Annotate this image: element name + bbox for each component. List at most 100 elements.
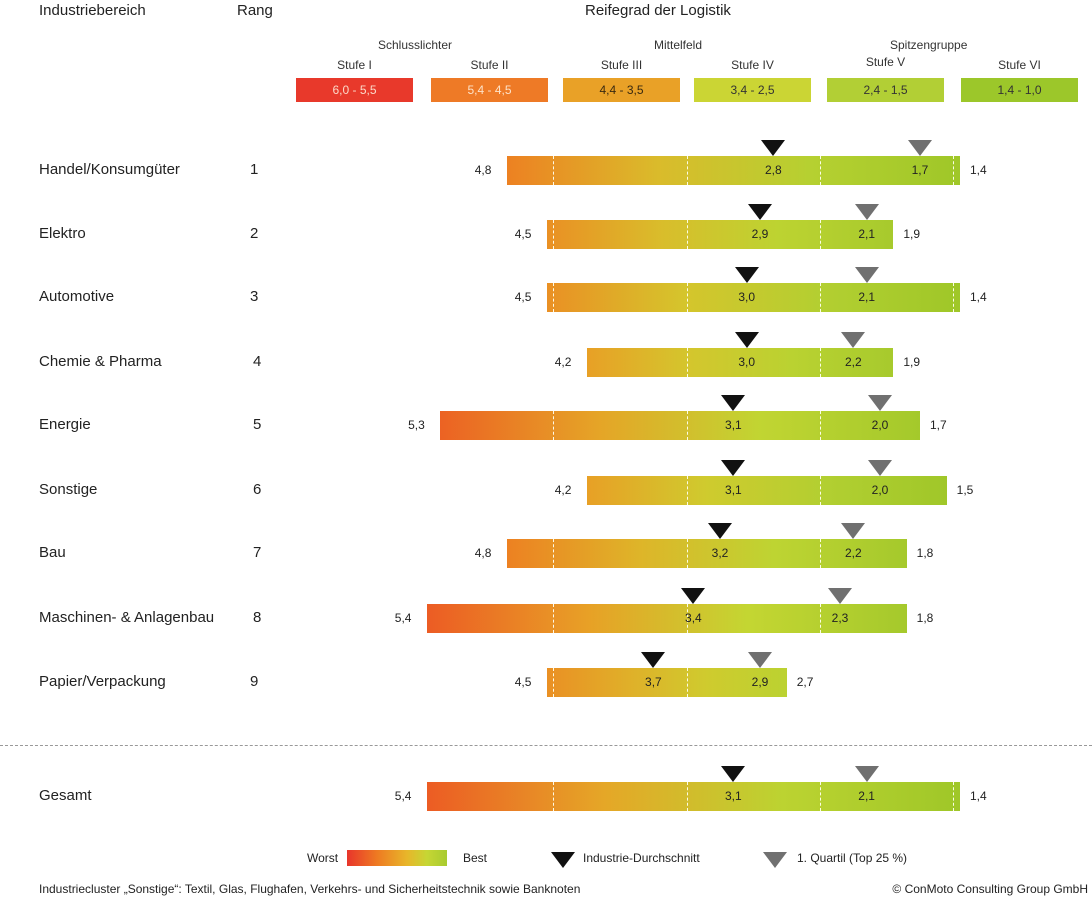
average-marker-icon <box>721 395 746 411</box>
rank-value: 4 <box>253 353 262 370</box>
stage-boundary-line <box>953 156 955 185</box>
worst-value-label: 4,8 <box>474 546 492 560</box>
stage-boundary-line <box>820 220 821 249</box>
stage-boundary-line <box>820 283 821 312</box>
best-value-label: 1,7 <box>929 418 947 432</box>
best-value-label: 1,8 <box>916 611 934 625</box>
stage-boundary-line <box>820 411 821 440</box>
stage-boundary-line <box>820 476 821 505</box>
legend-average-marker-icon <box>551 852 575 868</box>
average-marker-icon <box>641 652 666 668</box>
best-value-label: 1,4 <box>969 163 987 177</box>
stage-boundary-line <box>686 411 688 440</box>
stage-boundary-line <box>553 668 555 697</box>
industry-label: Papier/Verpackung <box>39 673 166 690</box>
group-label-mittelfeld: Mittelfeld <box>654 38 703 52</box>
stage-boundary-line <box>553 539 555 568</box>
average-marker-icon <box>748 204 773 220</box>
industry-label: Maschinen- & Anlagenbau <box>39 609 215 626</box>
average-marker-icon <box>708 523 733 539</box>
quartile-marker-icon <box>841 523 866 539</box>
stage-range-box: 1,4 - 1,0 <box>961 78 1078 102</box>
quartile-marker-icon <box>868 395 892 411</box>
average-value-label: 3,1 <box>725 418 742 432</box>
range-bar: 3,7 2,9 <box>546 668 787 697</box>
rank-value: 8 <box>253 609 262 626</box>
quartile-marker-icon <box>841 332 866 348</box>
quartile-value-label: 2,1 <box>858 227 875 241</box>
legend-gradient-swatch <box>347 850 447 866</box>
worst-value-label: 4,5 <box>514 675 532 689</box>
quartile-marker-icon <box>748 652 773 668</box>
legend-best-label: Best <box>463 851 488 865</box>
best-value-label: 1,8 <box>916 546 934 560</box>
average-marker-icon <box>721 460 746 476</box>
rank-value: 7 <box>253 544 262 561</box>
range-bar: 3,1 2,0 <box>440 411 920 440</box>
industry-label: Handel/Konsumgüter <box>39 161 180 178</box>
range-bar: 3,0 2,1 <box>546 283 960 312</box>
stage-boundary-line <box>686 156 688 185</box>
industry-label: Sonstige <box>39 481 98 498</box>
average-value-label: 3,4 <box>685 611 702 625</box>
stage-boundary-line <box>686 782 688 811</box>
stage-boundary-line <box>553 220 555 249</box>
stage-boundary-line <box>686 348 688 377</box>
rank-value: 5 <box>253 416 262 433</box>
quartile-marker-icon <box>868 460 892 476</box>
stage-label: Stufe II <box>470 58 509 72</box>
range-bar: 2,9 2,1 <box>546 220 894 249</box>
stage-boundary-line <box>953 782 955 811</box>
rank-value: 6 <box>253 481 262 498</box>
stage-boundary-line <box>553 604 555 633</box>
rank-value: 1 <box>250 161 259 178</box>
stage-range-box: 4,4 - 3,5 <box>563 78 680 102</box>
stage-boundary-line <box>820 156 821 185</box>
header-rank: Rang <box>237 2 273 19</box>
average-value-label: 3,1 <box>725 789 742 803</box>
range-bar: 3,1 2,0 <box>586 476 947 505</box>
footnote: Industriecluster „Sonstige“: Textil, Gla… <box>39 882 581 896</box>
quartile-value-label: 2,3 <box>831 611 849 625</box>
legend-worst-label: Worst <box>307 851 339 865</box>
industry-label: Energie <box>39 416 91 433</box>
industry-label: Bau <box>39 544 66 561</box>
average-marker-icon <box>734 332 759 348</box>
stage-label: Stufe IV <box>731 58 774 72</box>
legend-quartile-label: 1. Quartil (Top 25 %) <box>797 851 908 865</box>
stage-boundary-line <box>953 283 955 312</box>
quartile-value-label: 2,1 <box>858 290 875 304</box>
stage-boundary-line <box>820 348 821 377</box>
stage-label: Stufe III <box>600 58 643 72</box>
best-value-label: 1,9 <box>903 227 921 241</box>
quartile-marker-icon <box>854 204 879 220</box>
quartile-marker-icon <box>854 267 879 283</box>
worst-value-label: 4,2 <box>554 355 572 369</box>
legend-quartile-marker-icon <box>763 852 787 868</box>
worst-value-label: 4,8 <box>474 163 492 177</box>
legend-average-label: Industrie-Durchschnitt <box>583 851 700 865</box>
total-separator <box>0 745 1092 746</box>
industry-label: Elektro <box>39 225 86 242</box>
average-marker-icon <box>721 766 746 782</box>
rank-value: 2 <box>250 225 259 242</box>
stage-boundary-line <box>686 220 688 249</box>
average-marker-icon <box>761 140 786 156</box>
best-value-label: 1,9 <box>903 355 921 369</box>
average-value-label: 3,1 <box>725 483 742 497</box>
worst-value-label: 5,3 <box>408 418 425 432</box>
average-marker-icon <box>681 588 706 604</box>
range-bar: 3,4 2,3 <box>426 604 907 633</box>
best-value-label: 1,4 <box>969 290 987 304</box>
quartile-value-label: 2,9 <box>751 675 769 689</box>
stage-range-box: 2,4 - 1,5 <box>827 78 944 102</box>
chart-title: Reifegrad der Logistik <box>585 2 731 19</box>
stage-boundary-line <box>686 539 688 568</box>
quartile-marker-icon <box>907 140 932 156</box>
average-marker-icon <box>734 267 759 283</box>
quartile-value-label: 1,7 <box>911 163 929 177</box>
range-bar: 3,0 2,2 <box>586 348 894 377</box>
worst-value-label: 5,4 <box>394 789 412 803</box>
quartile-value-label: 2,0 <box>871 418 889 432</box>
stage-boundary-line <box>820 539 821 568</box>
